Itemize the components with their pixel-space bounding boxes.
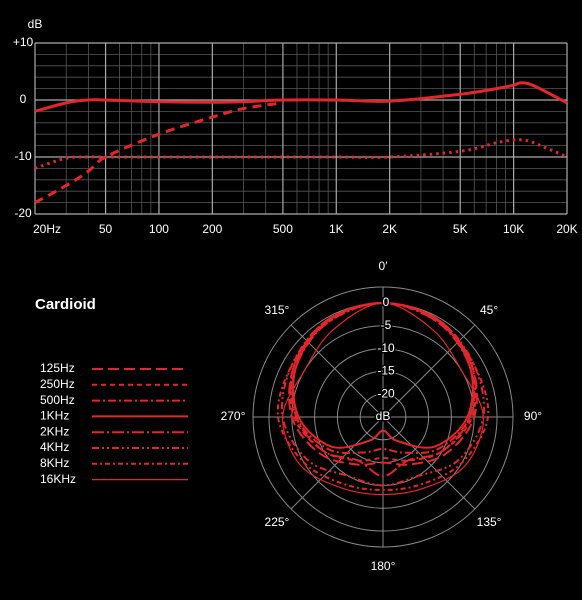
x-tick-label: 50 [99, 222, 113, 236]
angle-label: 270° [221, 409, 246, 423]
polar-curve [291, 301, 475, 478]
x-tick-label: 2K [382, 222, 397, 236]
legend-label: 250Hz [40, 377, 75, 391]
angle-label: 90° [524, 409, 542, 423]
polar-curve [290, 301, 476, 454]
angle-label: 0′ [379, 259, 389, 273]
r-tick-label: -20 [377, 386, 395, 400]
x-tick-label: 10K [503, 222, 524, 236]
x-tick-label: 200 [202, 222, 222, 236]
x-tick-label: 100 [149, 222, 169, 236]
legend-label: 1KHz [40, 409, 69, 423]
r-tick-label: -10 [377, 341, 395, 355]
legend-label: 500Hz [40, 393, 75, 407]
polar-title: Cardioid [35, 296, 96, 313]
r-tick-label: -5 [381, 318, 392, 332]
polar-curve [282, 302, 484, 496]
polar-curve [289, 301, 477, 462]
response-line [34, 101, 284, 204]
center-label: dB [376, 409, 391, 423]
angle-label: 135° [477, 515, 502, 529]
ring [359, 393, 407, 441]
y-tick-label: 0 [20, 92, 27, 106]
polar-curve [276, 301, 490, 491]
angle-label: 315° [265, 303, 290, 317]
y-tick-label: -20 [14, 206, 32, 220]
legend-label: 125Hz [40, 361, 75, 375]
legend-label: 16KHz [40, 472, 76, 486]
y-tick-label: +10 [13, 35, 34, 49]
y-axis-label: dB [28, 17, 43, 31]
legend-label: 8KHz [40, 456, 69, 470]
x-tick-label: 1K [329, 222, 344, 236]
angle-label: 225° [265, 515, 290, 529]
legend-label: 4KHz [40, 440, 69, 454]
r-tick-label: -15 [377, 364, 395, 378]
x-tick-label: 20Hz [33, 222, 61, 236]
x-tick-label: 5K [453, 222, 468, 236]
angle-label: 45° [480, 303, 498, 317]
r-tick-label: 0 [383, 295, 390, 309]
x-tick-label: 20K [556, 222, 577, 236]
spoke [382, 416, 476, 510]
angle-label: 180° [371, 559, 396, 573]
legend-label: 2KHz [40, 424, 69, 438]
y-tick-label: -10 [14, 149, 32, 163]
response-line [34, 81, 568, 113]
x-tick-label: 500 [273, 222, 293, 236]
spoke [290, 416, 384, 510]
